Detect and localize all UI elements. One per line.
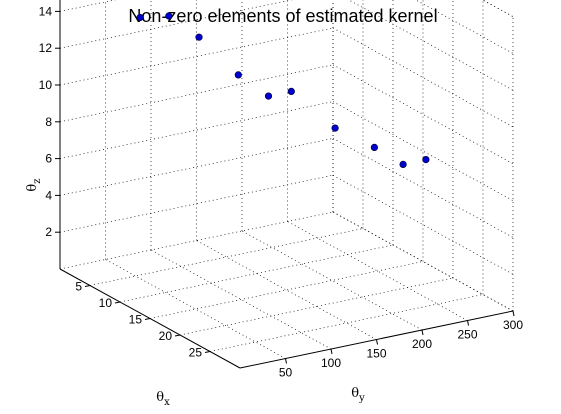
z-tick-label: 12 [39, 41, 53, 55]
x-tick-mark [114, 301, 121, 304]
y-tick-mark [421, 329, 424, 336]
tick-labels: 51015202550100150200250300246810121416 [39, 4, 524, 380]
x-tick-label: 10 [99, 296, 113, 310]
y-tick-label: 50 [279, 366, 293, 380]
chart-title: Non-zero elements of estimated kernel [128, 6, 437, 26]
x-tick-mark [144, 318, 151, 320]
y-tick-mark [512, 310, 515, 317]
z-tick-label: 2 [45, 225, 52, 239]
data-point [287, 87, 295, 95]
y-axis-label-text: θy [351, 386, 365, 404]
data-point [234, 71, 242, 79]
y-tick-label: 100 [321, 356, 341, 370]
grid-line [332, 101, 514, 201]
data-point [422, 156, 430, 164]
grid-line [89, 228, 364, 286]
x-axis-label: θx [156, 390, 170, 408]
y-axis-label: θy [351, 386, 365, 404]
x-tick-label: 15 [129, 313, 143, 327]
y-tick-label: 300 [503, 318, 523, 332]
y-tick-mark [467, 320, 469, 326]
y-tick-mark [376, 339, 378, 345]
z-tick-label: 4 [45, 188, 52, 202]
grid-layer [59, 0, 514, 359]
x-tick-mark [174, 334, 181, 337]
z-axis-label-text: θz [25, 178, 43, 191]
grid-line [59, 27, 334, 86]
data-point [331, 124, 339, 132]
grid-line [59, 0, 293, 49]
y-tick-label: 250 [457, 328, 477, 342]
y-tick-mark [330, 348, 333, 355]
x-tick-mark [204, 351, 211, 353]
grid-line [209, 294, 484, 352]
grid-line [149, 261, 424, 319]
x-axis-label-subscript: x [164, 397, 170, 408]
grid-line [59, 211, 334, 270]
x-tick-mark [84, 285, 91, 287]
data-point [264, 92, 273, 100]
axes-box [55, 0, 515, 369]
grid-line [196, 240, 377, 340]
grid-line [59, 101, 334, 159]
z-axis-label: θz [25, 178, 43, 191]
y-tick-label: 150 [366, 347, 386, 361]
data-point [165, 12, 173, 20]
x-tick-label: 25 [189, 346, 203, 360]
y-axis-label-subscript: y [358, 393, 365, 404]
data-point [370, 143, 379, 151]
grid-line [59, 64, 334, 123]
y-tick-label: 200 [412, 337, 432, 351]
data-point [195, 33, 203, 41]
grid-line [241, 230, 423, 331]
x-axis-label-text: θx [156, 390, 170, 408]
z-tick-label: 14 [39, 4, 53, 18]
z-tick-label: 8 [45, 115, 52, 129]
z-axis-label-subscript: z [32, 178, 43, 183]
grid-line [59, 138, 334, 196]
data-point [136, 13, 144, 22]
y-tick-mark [285, 358, 287, 364]
x-tick-label: 20 [159, 329, 173, 343]
x-tick-label: 5 [75, 280, 82, 294]
z-tick-label: 6 [45, 152, 52, 166]
z-tick-label: 10 [39, 78, 53, 92]
data-points [136, 12, 430, 168]
grid-line [59, 174, 334, 233]
data-point [399, 160, 407, 168]
